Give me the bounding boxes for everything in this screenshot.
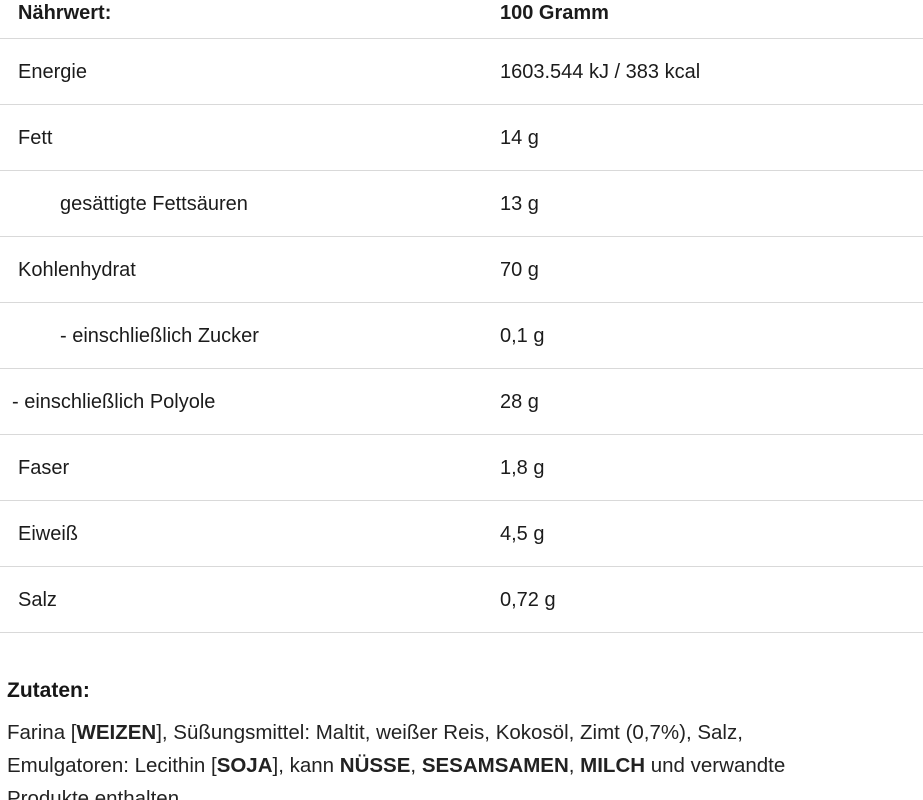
nutrient-label: Eiweiß (18, 522, 79, 545)
nutrient-value: 4,5 g (500, 522, 545, 545)
nutrient-value: 0,1 g (500, 324, 545, 347)
ingredients-line: Emulgatoren: Lecithin [SOJA], kann NÜSSE… (7, 754, 786, 777)
ingredients-line: Produkte enthalten (7, 787, 180, 800)
table-row: Energie 1603.544 kJ / 383 kcal (0, 38, 923, 104)
nutrient-label: Faser (18, 456, 70, 479)
table-row: - einschließlich Zucker 0,1 g (0, 302, 923, 368)
nutrient-label: - einschließlich Zucker (60, 324, 259, 347)
nutrient-label: Fett (18, 126, 53, 149)
nutrient-value: 70 g (500, 258, 539, 281)
table-row: Fett 14 g (0, 104, 923, 170)
ingredients-heading: Zutaten: (7, 679, 90, 702)
nutrient-value: 13 g (500, 192, 539, 215)
nutrient-label: Kohlenhydrat (18, 258, 136, 281)
nutrient-label: - einschließlich Polyole (12, 390, 216, 413)
nutrition-table: Nährwert: 100 Gramm Energie 1603.544 kJ /… (0, 0, 923, 633)
table-row: Salz 0,72 g (0, 566, 923, 633)
table-row: - einschließlich Polyole 28 g (0, 368, 923, 434)
table-header-label: Nährwert: (18, 2, 112, 24)
table-row: Eiweiß 4,5 g (0, 500, 923, 566)
nutrient-value: 1,8 g (500, 456, 545, 479)
ingredients-line: Farina [WEIZEN], Süßungsmittel: Maltit, … (7, 721, 743, 744)
ingredients-text: Farina [WEIZEN], Süßungsmittel: Maltit, … (7, 716, 923, 800)
nutrient-label: Energie (18, 60, 87, 83)
table-row: gesättigte Fettsäuren 13 g (0, 170, 923, 236)
table-body: Energie 1603.544 kJ / 383 kcal Fett 14 g ges… (0, 38, 923, 633)
table-row: Kohlenhydrat 70 g (0, 236, 923, 302)
table-header-value: 100 Gramm (500, 2, 609, 24)
nutrient-label: gesättigte Fettsäuren (60, 192, 248, 215)
nutrient-value: 0,72 g (500, 588, 556, 611)
nutrient-value: 1603.544 kJ / 383 kcal (500, 60, 701, 83)
table-header-row: Nährwert: 100 Gramm (0, 0, 923, 38)
nutrient-value: 14 g (500, 126, 539, 149)
nutrient-label: Salz (18, 588, 57, 611)
table-row: Faser 1,8 g (0, 434, 923, 500)
nutrient-value: 28 g (500, 390, 539, 413)
